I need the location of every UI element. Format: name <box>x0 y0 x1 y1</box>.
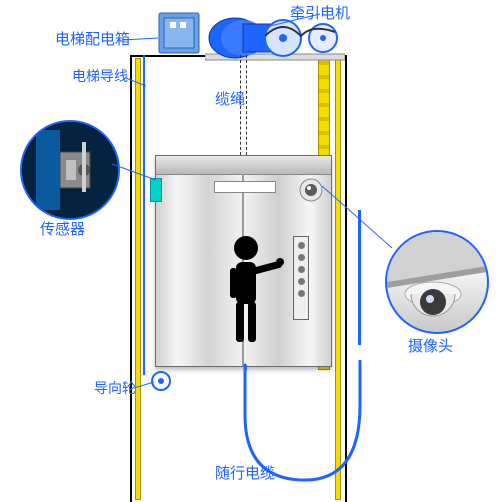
label-traveling-cable: 随行电缆 <box>215 462 275 483</box>
sensor-inset <box>20 120 120 220</box>
shaft-wall-left <box>130 55 132 502</box>
label-sensor: 传感器 <box>40 218 85 239</box>
traveling-cable-drop <box>244 365 247 370</box>
person-icon <box>218 234 288 354</box>
sensor-leader <box>112 160 162 184</box>
guide-rail-left <box>135 58 141 500</box>
label-guide-wire: 电梯导线 <box>72 66 128 86</box>
label-traction-motor: 牵引电机 <box>290 2 350 23</box>
guide-wire-leader <box>126 74 156 88</box>
label-rope: 缆绳 <box>215 88 245 109</box>
hoist-rope-2 <box>246 55 248 155</box>
label-distribution-box: 电梯配电箱 <box>55 28 130 49</box>
distribution-box <box>158 12 200 57</box>
guide-wire <box>143 55 145 375</box>
elevator-car <box>155 155 332 367</box>
label-camera: 摄像头 <box>408 335 453 356</box>
car-camera <box>299 178 323 202</box>
camera-leader <box>322 186 402 256</box>
label-guide-wheel: 导向轮 <box>94 378 136 398</box>
elevator-diagram: { "labels": { "traction_motor": "牵引电机", … <box>0 0 500 502</box>
control-panel <box>293 236 309 320</box>
